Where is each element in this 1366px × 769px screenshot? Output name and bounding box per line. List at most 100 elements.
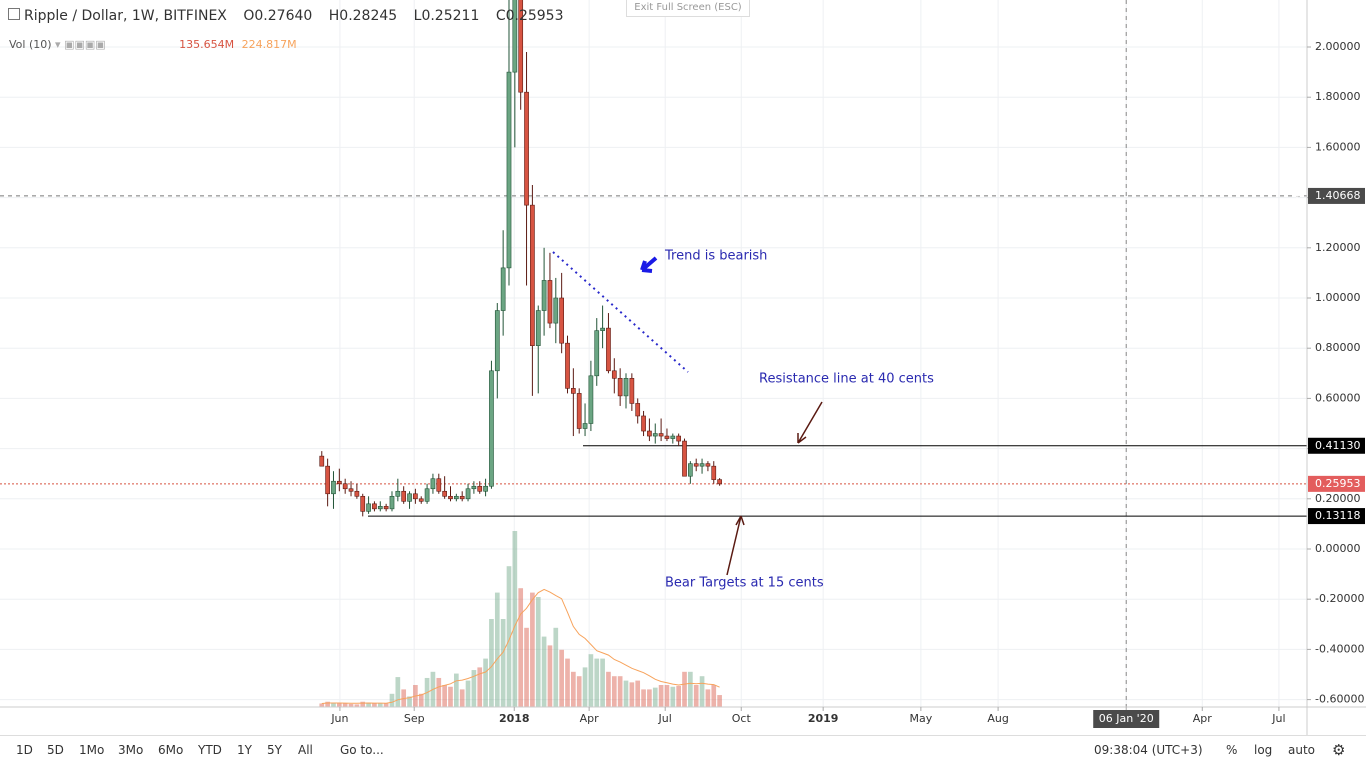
candle-body xyxy=(553,297,559,324)
volume-bar xyxy=(594,658,600,707)
volume-bar xyxy=(664,685,670,707)
x-tick-label: Aug xyxy=(987,712,1008,725)
candle-body xyxy=(547,280,553,324)
volume-bar xyxy=(693,685,699,707)
y-tick-label: 1.20000 xyxy=(1315,241,1361,254)
volume-bar xyxy=(553,627,559,707)
volume-bar xyxy=(372,703,377,707)
volume-bar xyxy=(682,671,687,707)
ohlc-key: H xyxy=(328,8,340,24)
ohlc-key: O xyxy=(243,8,255,24)
x-tick-label: Jul xyxy=(1271,712,1285,725)
volume-bar xyxy=(331,702,336,707)
axes: -0.60000 -0.40000 -0.20000 0.00000 0.20000 0.… xyxy=(330,40,1365,728)
volume-bar xyxy=(588,654,594,707)
price-label: 1.40668 xyxy=(1315,189,1361,202)
candle-body xyxy=(594,330,600,377)
collapse-icon[interactable] xyxy=(8,8,20,20)
candle-body xyxy=(448,495,453,500)
candle-body xyxy=(600,327,605,331)
settings-icon[interactable]: ⚙ xyxy=(1332,741,1346,759)
volume-bar xyxy=(565,658,570,707)
candle-body xyxy=(524,91,529,206)
candle-body xyxy=(325,465,330,495)
volume-bar xyxy=(711,685,717,707)
candle-body xyxy=(442,490,447,497)
candle-body xyxy=(418,498,424,502)
candle-body xyxy=(331,480,336,495)
candle-body xyxy=(623,378,629,397)
candle-body xyxy=(588,375,594,424)
log-toggle[interactable]: log xyxy=(1254,743,1273,757)
goto-button[interactable]: Go to... xyxy=(340,743,384,757)
candle-body xyxy=(389,495,395,510)
candle-body xyxy=(372,503,377,510)
volume-bar xyxy=(325,701,330,707)
price-label-box xyxy=(1308,437,1365,454)
range-button[interactable]: 1D xyxy=(16,743,33,757)
y-tick-label: 1.60000 xyxy=(1315,140,1361,153)
volume-bar xyxy=(500,619,506,707)
volume-bar xyxy=(518,588,524,707)
range-button[interactable]: 1Y xyxy=(237,743,252,757)
y-tick-label: 1.80000 xyxy=(1315,90,1361,103)
background xyxy=(0,0,1366,735)
x-tick-label: 2018 xyxy=(499,712,530,725)
volume-bar xyxy=(465,680,471,707)
candle-body xyxy=(477,485,483,492)
volume-bar xyxy=(471,670,477,707)
candle-body xyxy=(366,503,371,512)
range-button[interactable]: 6Mo xyxy=(158,743,184,757)
candle-body xyxy=(541,280,547,311)
candle-body xyxy=(535,310,541,346)
candle-body xyxy=(617,378,623,397)
volume-bar xyxy=(453,673,459,707)
candle-body xyxy=(465,488,471,500)
range-button[interactable]: All xyxy=(298,743,313,757)
candle-body xyxy=(319,455,325,467)
ohlc-value: 0.25953 xyxy=(505,8,564,24)
candle-body xyxy=(652,433,658,437)
price-label: 0.13118 xyxy=(1315,509,1361,522)
range-button[interactable]: 3Mo xyxy=(118,743,144,757)
volume-ma-value: 224.817M xyxy=(241,38,297,51)
candle-body xyxy=(360,495,366,512)
candle-body xyxy=(647,430,652,437)
volume-bar xyxy=(336,703,342,707)
volume-bar xyxy=(366,702,371,707)
volume-bar xyxy=(617,676,623,707)
x-tick-label: Jul xyxy=(658,712,672,725)
candle-body xyxy=(459,495,465,500)
brown-arrow xyxy=(726,515,745,576)
candle-body xyxy=(453,495,459,500)
volume-bar xyxy=(535,597,541,707)
candle-body xyxy=(430,478,436,490)
range-button[interactable]: YTD xyxy=(198,743,222,757)
chart: Trend is bearish Resistance line at 40 c… xyxy=(0,0,1366,735)
volume-bar xyxy=(571,671,576,707)
y-tick-label: 0.20000 xyxy=(1315,492,1361,505)
candle-body xyxy=(383,506,389,510)
volume-bar xyxy=(600,658,605,707)
range-button[interactable]: 1Mo xyxy=(79,743,105,757)
volume-icons[interactable]: ▾ ▣▣▣▣ xyxy=(55,38,106,51)
range-button[interactable]: 5D xyxy=(47,743,64,757)
volume-bar xyxy=(547,645,553,707)
volume-bar xyxy=(641,689,646,707)
percent-toggle[interactable]: % xyxy=(1226,743,1238,757)
ohlc: H0.28245 xyxy=(323,8,397,24)
ohlc: L0.25211 xyxy=(408,8,480,24)
volume-bar xyxy=(448,686,453,707)
candle-body xyxy=(471,485,477,490)
range-button[interactable]: 5Y xyxy=(267,743,282,757)
ohlc: O0.27640 xyxy=(237,8,312,24)
volume-bar xyxy=(360,701,366,707)
candle-body xyxy=(395,490,401,497)
exit-fullscreen[interactable]: Exit Full Screen (ESC) xyxy=(626,0,750,17)
price-label: 0.41130 xyxy=(1315,439,1361,452)
volume-bar xyxy=(319,703,325,707)
x-tick-label: Apr xyxy=(1193,712,1213,725)
volume-bar xyxy=(530,592,535,707)
auto-toggle[interactable]: auto xyxy=(1288,743,1316,757)
x-tick-label: Sep xyxy=(404,712,425,725)
